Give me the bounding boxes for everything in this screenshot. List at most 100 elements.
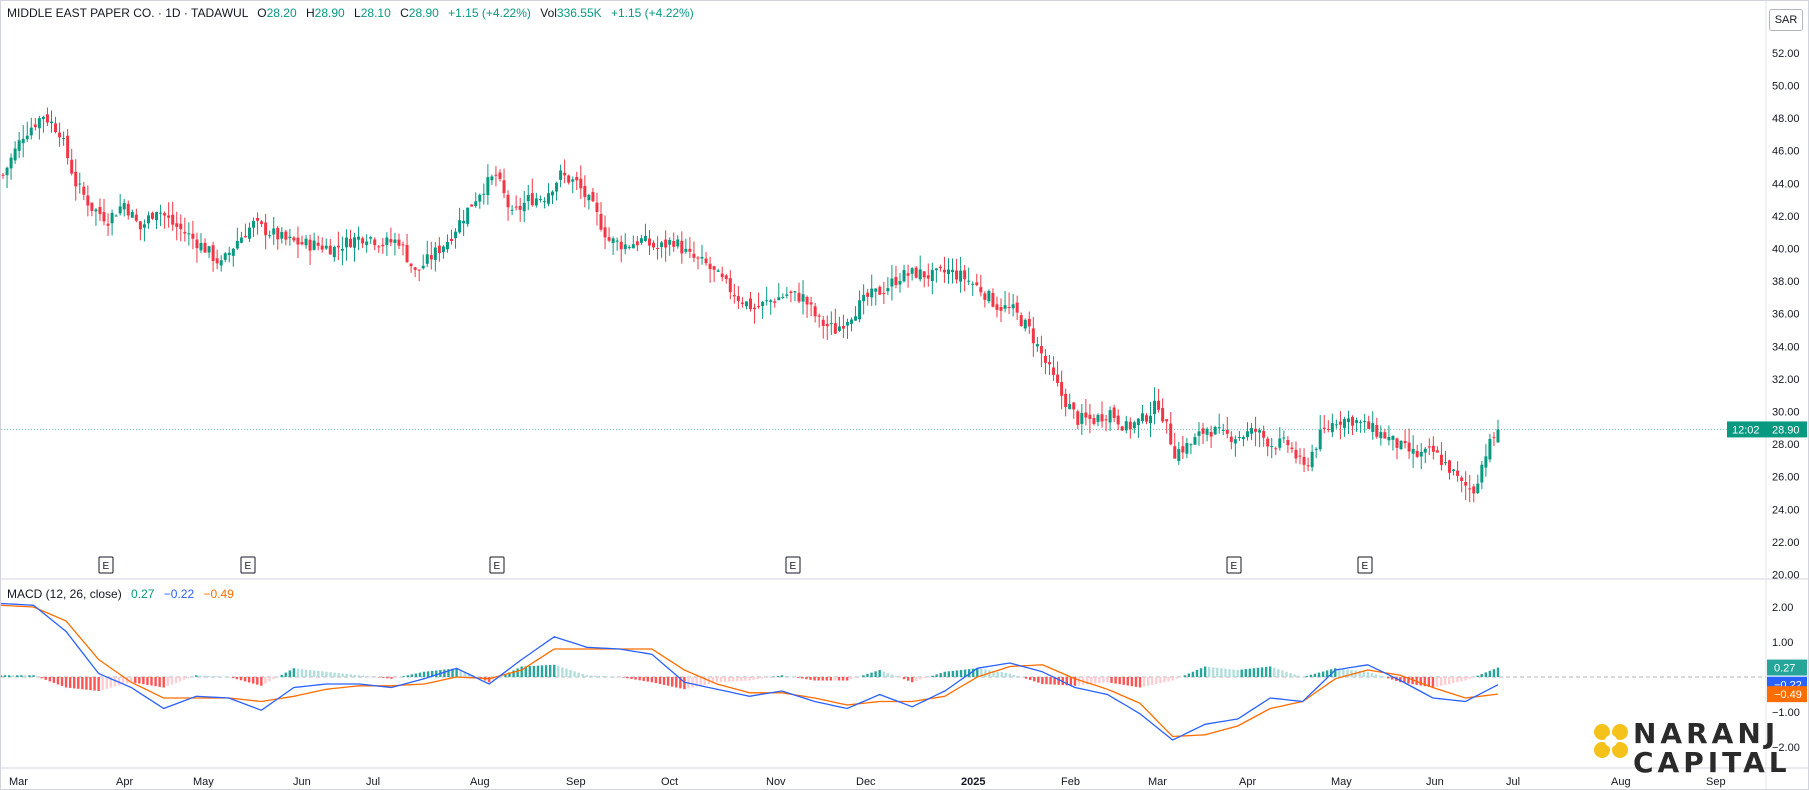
macd-hist-bar	[736, 677, 739, 682]
candle-body	[963, 270, 967, 280]
symbol-title[interactable]: MIDDLE EAST PAPER CO. · 1D · TADAWUL	[7, 6, 248, 20]
candle-body	[785, 294, 789, 296]
earnings-marker[interactable]	[98, 556, 114, 574]
candle-body	[1371, 423, 1375, 432]
candle-body	[183, 231, 187, 234]
earnings-marker[interactable]	[489, 556, 505, 574]
candle-body	[1149, 415, 1153, 424]
candle-body	[441, 246, 445, 253]
candle-body	[353, 237, 357, 248]
macd-hist-bar	[634, 677, 637, 680]
macd-hist-bar	[695, 677, 698, 687]
macd-hist-bar	[247, 677, 251, 683]
macd-hist-bar	[605, 676, 609, 677]
macd-hist-bar	[1191, 671, 1195, 677]
candle-body	[571, 179, 575, 182]
macd-hist-bar	[508, 672, 511, 677]
candle-body	[591, 191, 595, 202]
macd-hist-bar	[561, 667, 564, 677]
candle-body	[1310, 451, 1314, 468]
price-tick-label: 48.00	[1772, 113, 1800, 125]
macd-tick-label: −1.00	[1772, 707, 1800, 719]
candle-body	[522, 202, 526, 212]
candle-body	[615, 240, 619, 242]
macd-hist-bar	[1028, 677, 1032, 681]
macd-hist-bar	[1378, 675, 1382, 677]
macd-hist-bar	[727, 677, 731, 682]
macd-title[interactable]: MACD (12, 26, close)	[7, 587, 122, 601]
macd-hist-bar	[321, 671, 324, 677]
macd-hist-bar	[1142, 677, 1146, 687]
macd-hist-bar	[715, 677, 719, 683]
candle-body	[272, 228, 276, 235]
candle-body	[118, 206, 122, 214]
macd-hist-bar	[1187, 673, 1191, 677]
macd-hist-bar	[1382, 677, 1386, 678]
candle-body	[243, 236, 247, 238]
candle-body	[1043, 355, 1047, 363]
candle-body	[526, 195, 530, 202]
macd-hist-bar	[589, 675, 593, 677]
macd-hist-bar	[418, 672, 422, 677]
earnings-marker[interactable]	[1226, 556, 1242, 574]
price-tick-label: 22.00	[1772, 537, 1800, 549]
candle-body	[1136, 418, 1140, 425]
macd-hist-bar	[1024, 677, 1028, 679]
candle-body	[546, 193, 550, 204]
macd-tick-label: 2.00	[1772, 602, 1793, 614]
candle-body	[1027, 318, 1031, 327]
macd-hist-bar	[699, 677, 702, 686]
candle-body	[316, 242, 320, 246]
macd-hist-bar	[849, 677, 853, 680]
macd-hist-bar	[443, 669, 446, 677]
macd-hist-bar	[1480, 674, 1483, 677]
macd-hist-bar	[1472, 677, 1475, 678]
candle-body	[1080, 413, 1084, 424]
macd-hist-bar	[1224, 668, 1227, 677]
earnings-marker[interactable]	[1357, 556, 1373, 574]
earnings-marker[interactable]	[785, 556, 801, 574]
macd-hist-bar	[252, 677, 255, 684]
macd-hist-bar	[1008, 673, 1012, 677]
candle-body	[401, 244, 405, 246]
macd-hist-bar	[943, 671, 946, 677]
candle-body	[910, 268, 914, 274]
candle-body	[1363, 421, 1367, 423]
macd-hist-bar	[487, 677, 491, 683]
candle-body	[829, 323, 833, 325]
macd-hist-bar	[980, 668, 983, 677]
macd-hist-bar	[622, 677, 625, 678]
macd-hist-bar	[1085, 677, 1089, 685]
candle-body	[1039, 346, 1043, 354]
candle-body	[1326, 428, 1330, 430]
macd-hist-bar	[902, 677, 906, 680]
macd-hist-bar	[683, 677, 686, 690]
macd-hist-bar	[1057, 677, 1060, 685]
candle-body	[1193, 437, 1197, 445]
macd-hist-bar	[557, 666, 560, 677]
macd-hist-bar	[292, 668, 296, 677]
macd-hist-bar	[1094, 677, 1097, 684]
earnings-marker[interactable]	[240, 556, 256, 574]
currency-button[interactable]: SAR	[1769, 9, 1803, 31]
candle-body	[1476, 483, 1480, 494]
macd-hist-bar	[203, 675, 206, 677]
macd-hist-bar	[1484, 672, 1487, 677]
time-tick-label: Apr	[116, 776, 133, 788]
macd-hist-bar	[1407, 677, 1410, 684]
macd-hist-bar	[1146, 677, 1150, 686]
candle-body	[1100, 414, 1104, 422]
volume-value: 336.55K	[556, 6, 602, 20]
candle-body	[1395, 438, 1399, 448]
macd-hist-bar	[1155, 677, 1158, 684]
candle-body	[276, 227, 280, 240]
macd-hist-bar	[85, 677, 88, 690]
candle-body	[239, 237, 243, 243]
candle-body	[688, 248, 692, 252]
macd-hist-bar	[1439, 677, 1443, 686]
candle-body	[1290, 447, 1294, 450]
candle-body	[1334, 424, 1338, 426]
macd-hist-bar	[109, 677, 113, 688]
time-tick-label: Nov	[766, 776, 786, 788]
